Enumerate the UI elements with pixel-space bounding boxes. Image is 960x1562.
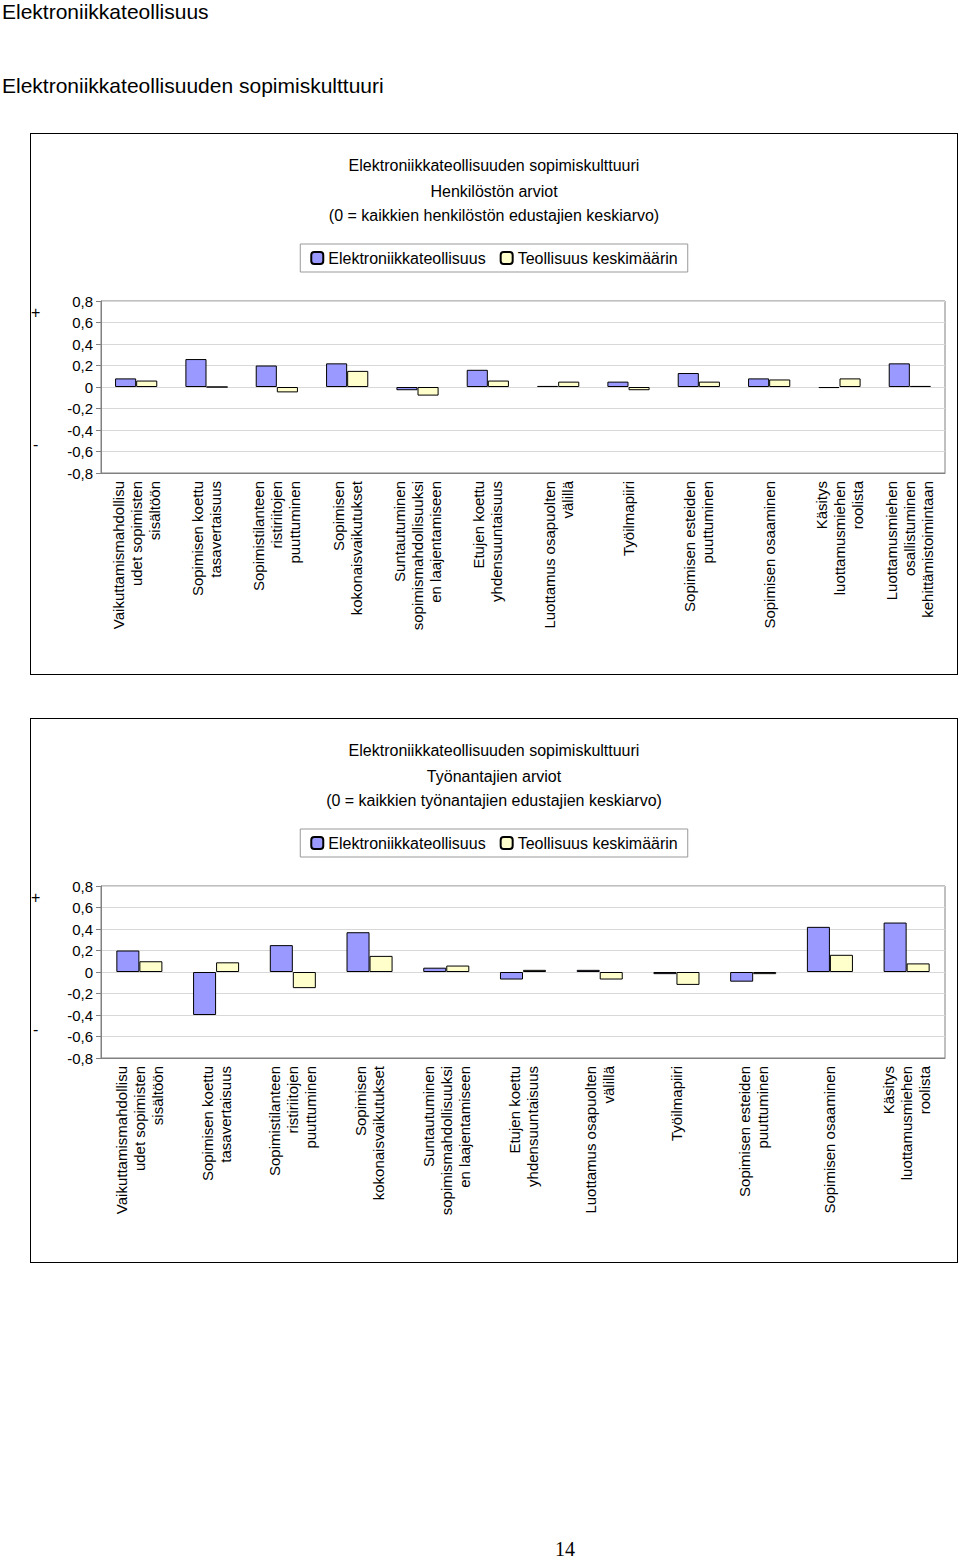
svg-text:Elektroniikkateollisuus: Elektroniikkateollisuus [328,835,485,852]
svg-text:Etujen koettu: Etujen koettu [506,1066,523,1154]
svg-text:+: + [31,304,40,321]
svg-text:Teollisuus keskimäärin: Teollisuus keskimäärin [518,250,678,267]
svg-text:Vaikuttamismahdollisu: Vaikuttamismahdollisu [113,1066,130,1214]
svg-text:Luottamus osapuolten: Luottamus osapuolten [582,1066,599,1214]
svg-text:Luottamus osapuolten: Luottamus osapuolten [541,481,558,629]
svg-text:udet sopimisten: udet sopimisten [131,1066,148,1171]
svg-text:0,6: 0,6 [72,314,93,331]
svg-text:Sopimisen koettu: Sopimisen koettu [199,1066,216,1181]
svg-text:0: 0 [85,964,93,981]
svg-text:roolista: roolista [849,480,866,529]
svg-text:Sopimistilanteen: Sopimistilanteen [266,1066,283,1176]
svg-text:Henkilöstön arviot: Henkilöstön arviot [430,183,558,200]
svg-text:sopimismahdollisuuksi: sopimismahdollisuuksi [438,1066,455,1215]
svg-text:kokonaisvaikutukset: kokonaisvaikutukset [348,480,365,615]
svg-text:Työnantajien arviot: Työnantajien arviot [427,768,562,785]
svg-text:Elektroniikkateollisuus: Elektroniikkateollisuus [328,250,485,267]
svg-text:luottamusmiehen: luottamusmiehen [898,1066,915,1180]
html-text:Elektroniikkateollisuuden sopi: Elektroniikkateollisuuden sopimiskulttuu… [2,74,384,97]
svg-text:Käsitys: Käsitys [880,1066,897,1114]
svg-text:(0 = kaikkien henkilöstön edus: (0 = kaikkien henkilöstön edustajien kes… [329,207,659,224]
svg-text:Käsitys: Käsitys [813,481,830,529]
svg-text:luottamusmiehen: luottamusmiehen [831,481,848,595]
svg-text:puuttuminen: puuttuminen [302,1066,319,1149]
svg-text:ristiriitojen: ristiriitojen [268,481,285,549]
svg-text:kokonaisvaikutukset: kokonaisvaikutukset [370,1065,387,1200]
svg-text:tasavertaisuus: tasavertaisuus [217,1066,234,1163]
svg-text:Luottamusmiehen: Luottamusmiehen [883,481,900,600]
svg-text:Vaikuttamismahdollisu: Vaikuttamismahdollisu [110,481,127,629]
svg-text:(0 = kaikkien työnantajien edu: (0 = kaikkien työnantajien edustajien ke… [326,792,662,809]
svg-text:udet sopimisten: udet sopimisten [128,481,145,586]
svg-text:Sopimisen osaaminen: Sopimisen osaaminen [761,481,778,629]
svg-text:Elektroniikkateollisuuden sopi: Elektroniikkateollisuuden sopimiskulttuu… [349,742,640,759]
svg-text:välillä: välillä [559,480,576,518]
svg-text:sisältöön: sisältöön [146,481,163,540]
svg-text:0,6: 0,6 [72,899,93,916]
svg-text:Etujen koettu: Etujen koettu [470,481,487,569]
svg-text:en laajentamiseen: en laajentamiseen [427,481,444,603]
svg-text:-0,6: -0,6 [67,1028,93,1045]
svg-text:Sopimisen esteiden: Sopimisen esteiden [681,481,698,612]
svg-text:Sopimisen esteiden: Sopimisen esteiden [736,1066,753,1197]
svg-text:Työilmapiiri: Työilmapiiri [668,1066,685,1141]
svg-text:Sopimisen osaaminen: Sopimisen osaaminen [821,1066,838,1214]
svg-text:roolista: roolista [916,1065,933,1114]
svg-text:0,4: 0,4 [72,336,93,353]
svg-text:0,8: 0,8 [72,293,93,310]
svg-text:-0,8: -0,8 [67,465,93,482]
svg-text:puuttuminen: puuttuminen [699,481,716,564]
svg-text:Sopimisen: Sopimisen [330,481,347,551]
svg-text:-0,4: -0,4 [67,1007,93,1024]
svg-text:Työilmapiiri: Työilmapiiri [620,481,637,556]
svg-text:ristiriitojen: ristiriitojen [284,1066,301,1134]
html-text:14: 14 [555,1538,575,1560]
svg-text:Sopimisen: Sopimisen [352,1066,369,1136]
svg-text:-: - [33,1021,38,1038]
svg-text:Suntautuminen: Suntautuminen [391,481,408,582]
html-text:Elektroniikkateollisuus: Elektroniikkateollisuus [2,0,209,23]
svg-text:Sopimistilanteen: Sopimistilanteen [250,481,267,591]
svg-text:0,2: 0,2 [72,942,93,959]
svg-text:-0,6: -0,6 [67,443,93,460]
svg-text:en laajentamiseen: en laajentamiseen [456,1066,473,1188]
svg-text:0,8: 0,8 [72,878,93,895]
svg-text:yhdensuuntaisuus: yhdensuuntaisuus [488,481,505,602]
svg-text:-0,8: -0,8 [67,1050,93,1067]
svg-text:yhdensuuntaisuus: yhdensuuntaisuus [524,1066,541,1187]
svg-text:puuttuminen: puuttuminen [286,481,303,564]
svg-text:Elektroniikkateollisuuden sopi: Elektroniikkateollisuuden sopimiskulttuu… [349,157,640,174]
svg-text:0: 0 [85,379,93,396]
svg-text:0,2: 0,2 [72,357,93,374]
svg-text:-0,4: -0,4 [67,422,93,439]
svg-text:Suntautuminen: Suntautuminen [420,1066,437,1167]
svg-text:-: - [33,436,38,453]
svg-text:+: + [31,889,40,906]
svg-text:välillä: välillä [600,1065,617,1103]
svg-text:kehittämistoimintaan: kehittämistoimintaan [919,481,936,618]
svg-text:-0,2: -0,2 [67,400,93,417]
svg-text:sisältöön: sisältöön [149,1066,166,1125]
svg-text:Sopimisen koettu: Sopimisen koettu [189,481,206,596]
svg-text:osallistuminen: osallistuminen [901,481,918,576]
svg-text:puuttuminen: puuttuminen [754,1066,771,1149]
svg-text:Teollisuus keskimäärin: Teollisuus keskimäärin [518,835,678,852]
svg-text:0,4: 0,4 [72,921,93,938]
svg-text:-0,2: -0,2 [67,985,93,1002]
svg-text:sopimismahdollisuuksi: sopimismahdollisuuksi [409,481,426,630]
svg-text:tasavertaisuus: tasavertaisuus [207,481,224,578]
